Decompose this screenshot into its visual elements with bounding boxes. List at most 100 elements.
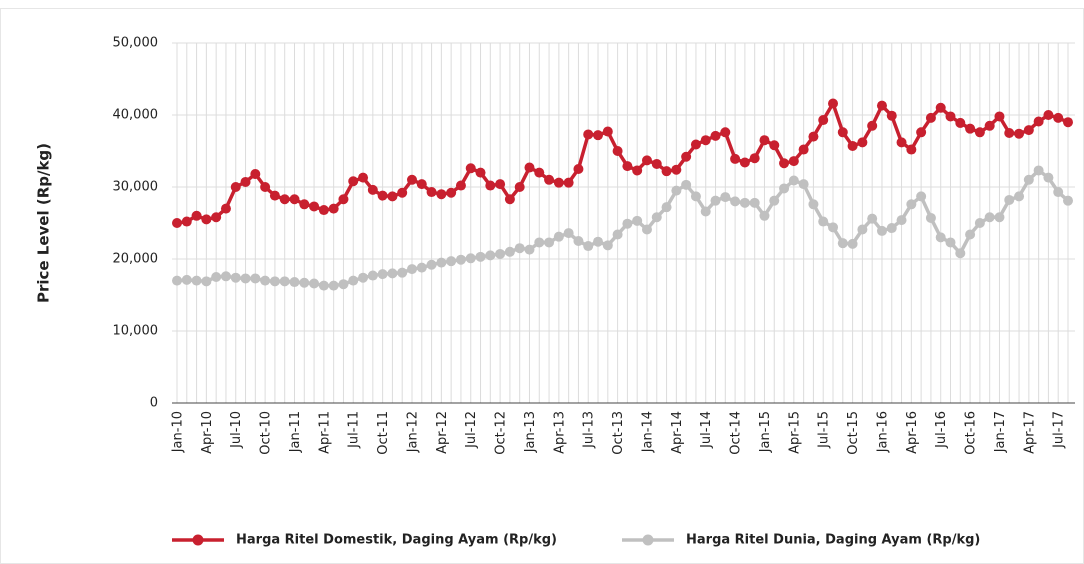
point	[945, 237, 956, 248]
point	[426, 187, 437, 198]
point	[416, 179, 427, 190]
point	[632, 215, 643, 226]
point	[769, 140, 780, 151]
legend-marker	[642, 534, 654, 546]
point	[260, 275, 271, 286]
point	[847, 238, 858, 249]
point	[318, 280, 329, 291]
point	[172, 218, 182, 228]
point	[661, 166, 672, 177]
x-tick-label: Apr-12	[435, 411, 450, 454]
x-tick-label: Jul-12	[464, 411, 479, 449]
point	[622, 161, 633, 172]
y-tick-label: 10,000	[113, 324, 159, 339]
point	[475, 167, 486, 178]
point	[573, 164, 584, 174]
point	[651, 212, 662, 223]
y-tick-label: 30,000	[113, 180, 159, 195]
point	[191, 275, 202, 286]
point	[358, 272, 369, 283]
point	[309, 201, 320, 212]
point	[358, 172, 369, 183]
point	[1063, 117, 1073, 128]
point	[798, 144, 809, 155]
x-tick-label: Oct-16	[964, 411, 979, 455]
point	[1033, 116, 1044, 127]
point	[984, 212, 995, 223]
x-tick-label: Jan-12	[405, 411, 420, 453]
point	[602, 240, 613, 251]
point	[818, 216, 829, 227]
point	[240, 176, 251, 187]
point	[230, 272, 241, 283]
point	[779, 183, 790, 194]
point	[367, 270, 378, 281]
point	[446, 256, 457, 267]
point	[524, 244, 535, 255]
point	[338, 194, 349, 205]
point	[974, 218, 985, 228]
point	[857, 137, 868, 148]
point	[397, 267, 408, 278]
x-tick-label: Apr-16	[905, 411, 920, 454]
point	[465, 163, 476, 174]
point	[191, 210, 202, 221]
point	[211, 212, 222, 223]
x-tick-label: Oct-11	[376, 411, 391, 455]
point	[710, 130, 721, 141]
point	[534, 237, 545, 248]
point	[406, 264, 417, 275]
point	[1053, 112, 1064, 123]
point	[720, 127, 731, 138]
point	[1004, 194, 1015, 205]
point	[759, 210, 770, 221]
point	[211, 272, 222, 282]
point	[1023, 125, 1034, 136]
point	[974, 127, 985, 138]
x-tick-label: Apr-11	[317, 411, 332, 454]
point	[798, 179, 809, 190]
point	[769, 195, 780, 206]
y-tick-label: 0	[150, 396, 158, 411]
point	[436, 257, 447, 268]
point	[583, 129, 594, 140]
point	[690, 139, 701, 150]
point	[504, 194, 515, 205]
point	[739, 157, 750, 168]
point	[916, 127, 927, 138]
point	[553, 231, 564, 242]
y-tick-label: 40,000	[113, 108, 159, 123]
point	[504, 246, 515, 257]
point	[661, 202, 672, 213]
x-tick-label: Jul-16	[934, 411, 949, 449]
point	[269, 276, 280, 287]
point	[808, 199, 819, 210]
point	[279, 194, 290, 205]
point	[837, 238, 848, 249]
point	[230, 182, 241, 192]
x-tick-label: Jul-14	[699, 411, 714, 449]
point	[1014, 128, 1025, 139]
x-tick-label: Jul-11	[347, 411, 362, 449]
point	[475, 251, 486, 262]
point	[240, 273, 251, 284]
point	[1043, 110, 1054, 120]
point	[906, 144, 917, 155]
point	[299, 199, 310, 210]
point	[1023, 174, 1034, 185]
point	[583, 241, 594, 252]
point	[759, 135, 770, 146]
point	[279, 276, 290, 287]
point	[886, 110, 897, 121]
point	[367, 184, 378, 195]
point	[808, 131, 819, 142]
point	[837, 127, 848, 138]
point	[749, 197, 760, 208]
point	[965, 123, 976, 134]
x-tick-label: Jul-17	[1052, 411, 1067, 449]
y-axis-label: Price Level (Rp/kg)	[35, 143, 53, 303]
point	[602, 126, 613, 137]
point	[788, 175, 799, 186]
point	[309, 278, 320, 289]
